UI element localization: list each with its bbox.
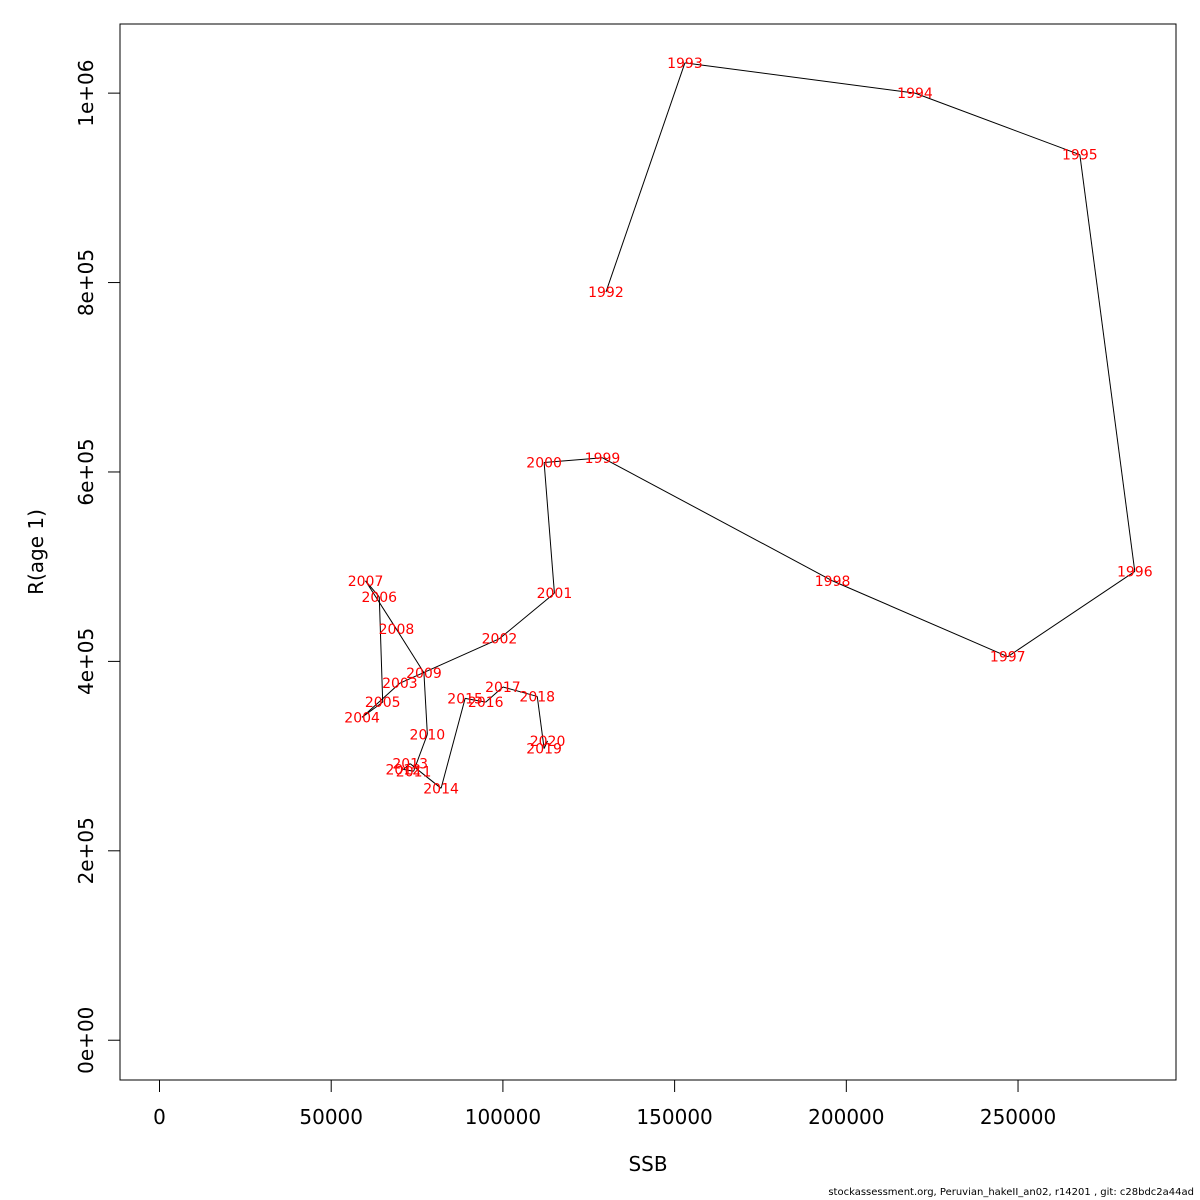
plot-frame bbox=[119, 23, 1177, 1081]
point-label-1993: 1993 bbox=[667, 56, 703, 72]
point-label-2002: 2002 bbox=[482, 632, 518, 648]
y-tick-label: 6e+05 bbox=[74, 438, 98, 505]
point-label-2001: 2001 bbox=[537, 586, 573, 602]
series-segment bbox=[440, 698, 466, 789]
series-segment bbox=[423, 672, 428, 735]
point-label-1992: 1992 bbox=[588, 285, 624, 301]
series-segment bbox=[684, 62, 916, 94]
series-segment bbox=[378, 596, 384, 703]
y-tick-label: 4e+05 bbox=[74, 628, 98, 695]
point-label-2000: 2000 bbox=[526, 456, 562, 472]
series-segment bbox=[485, 686, 504, 703]
point-label-1994: 1994 bbox=[897, 86, 933, 102]
point-label-2015: 2015 bbox=[447, 691, 483, 707]
series-segment bbox=[499, 592, 555, 640]
point-label-2007: 2007 bbox=[348, 574, 384, 590]
stock-recruitment-series bbox=[361, 62, 1136, 789]
series-segment bbox=[914, 92, 1081, 156]
point-label-1998: 1998 bbox=[815, 574, 851, 590]
point-label-2017: 2017 bbox=[485, 680, 521, 696]
point-label-2014: 2014 bbox=[423, 781, 459, 797]
series-segment bbox=[361, 682, 401, 718]
series-segment bbox=[832, 580, 1008, 658]
x-tick-label: 150000 bbox=[636, 1105, 712, 1129]
point-label-2009: 2009 bbox=[406, 666, 442, 682]
series-segment bbox=[409, 763, 442, 789]
y-tick-label: 8e+05 bbox=[74, 249, 98, 316]
point-label-2013: 2013 bbox=[392, 757, 428, 773]
series-segment bbox=[543, 740, 549, 749]
series-segment bbox=[465, 697, 486, 703]
point-label-2003: 2003 bbox=[382, 676, 418, 692]
series-segment bbox=[402, 763, 411, 770]
point-label-2005: 2005 bbox=[365, 695, 401, 711]
point-label-2018: 2018 bbox=[519, 689, 555, 705]
point-label-1996: 1996 bbox=[1117, 564, 1153, 580]
x-axis-title: SSB bbox=[628, 1152, 667, 1176]
y-axis-title: R(age 1) bbox=[24, 509, 48, 595]
series-segment bbox=[365, 580, 397, 630]
series-segment bbox=[403, 768, 414, 772]
series-segment bbox=[399, 638, 500, 684]
x-tick-label: 0 bbox=[153, 1105, 166, 1129]
series-segment bbox=[502, 686, 538, 697]
point-label-1995: 1995 bbox=[1062, 148, 1098, 164]
series-segment bbox=[605, 62, 686, 293]
series-segment bbox=[536, 696, 545, 749]
y-tick-label: 2e+05 bbox=[74, 817, 98, 884]
point-label-2008: 2008 bbox=[379, 622, 415, 638]
x-tick-label: 100000 bbox=[465, 1105, 541, 1129]
year-labels: 1992 1993 1994 1995 1996 1997 1998 1999 2000 2001… bbox=[344, 56, 1152, 797]
point-label-1997: 1997 bbox=[990, 650, 1026, 666]
series-segment bbox=[396, 628, 425, 674]
series-segment bbox=[361, 701, 384, 718]
series-segment bbox=[543, 462, 555, 594]
series-segment bbox=[413, 734, 428, 772]
series-segment bbox=[544, 457, 603, 463]
y-tick-label: 1e+06 bbox=[74, 60, 98, 127]
x-tick-label: 200000 bbox=[808, 1105, 884, 1129]
series-segment bbox=[1079, 154, 1136, 572]
point-label-2016: 2016 bbox=[468, 695, 504, 711]
point-label-2004: 2004 bbox=[344, 710, 380, 726]
point-label-2019: 2019 bbox=[526, 742, 562, 758]
caption: stockassessment.org, Peruvian_hakeII_an0… bbox=[828, 1187, 1194, 1198]
series-segment bbox=[1007, 570, 1136, 658]
point-label-1999: 1999 bbox=[585, 451, 621, 467]
point-label-2010: 2010 bbox=[410, 727, 446, 743]
series-segment bbox=[602, 457, 833, 582]
point-label-2020: 2020 bbox=[530, 734, 566, 750]
y-tick-label: 0e+00 bbox=[74, 1007, 98, 1074]
y-axis: 0e+00 2e+05 4e+05 6e+05 8e+05 1e+06 bbox=[74, 60, 121, 1074]
x-axis: 0 50000 100000 150000 200000 250000 bbox=[153, 1079, 1056, 1129]
x-tick-label: 250000 bbox=[980, 1105, 1056, 1129]
point-label-2012: 2012 bbox=[385, 762, 421, 778]
x-tick-label: 50000 bbox=[299, 1105, 363, 1129]
point-label-2011: 2011 bbox=[396, 764, 432, 780]
point-label-2006: 2006 bbox=[361, 590, 397, 606]
